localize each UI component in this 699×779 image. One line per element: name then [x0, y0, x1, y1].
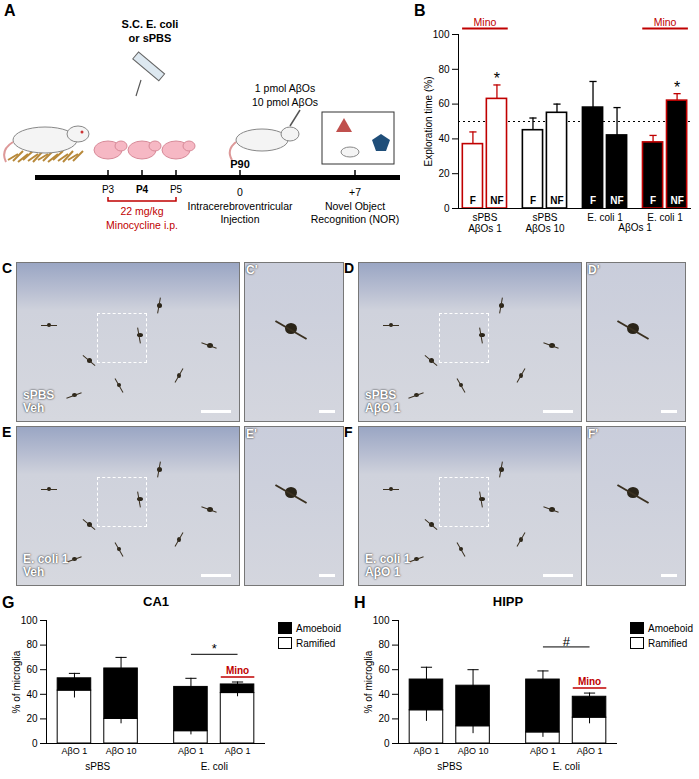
svg-text:E. coli: E. coli [553, 761, 580, 772]
svg-text:*: * [494, 70, 500, 87]
svg-text:F: F [470, 195, 476, 206]
html-text:D': D' [588, 263, 600, 277]
svg-text:NF: NF [550, 195, 563, 206]
svg-text:E. coli 1: E. coli 1 [647, 212, 683, 223]
svg-text:1 pmol AβOs: 1 pmol AβOs [255, 82, 315, 94]
html-text:E: E [2, 424, 12, 440]
svg-text:+7: +7 [349, 186, 361, 198]
svg-text:or sPBS: or sPBS [129, 32, 172, 44]
svg-text:Minocycline i.p.: Minocycline i.p. [106, 219, 178, 231]
svg-text:AβOs 1: AβOs 1 [618, 222, 652, 233]
svg-text:NF: NF [670, 195, 683, 206]
svg-text:S.C. E. coli: S.C. E. coli [122, 18, 179, 30]
svg-text:60: 60 [26, 664, 38, 675]
html-text:F: F [344, 424, 353, 440]
svg-text:Recognition (NOR): Recognition (NOR) [311, 213, 400, 225]
svg-text:CA1: CA1 [143, 594, 169, 609]
html-text:Amoeboid: Amoeboid [296, 622, 341, 634]
html-text:AβO 1: AβO 1 [365, 401, 401, 415]
svg-text:Novel Object: Novel Object [325, 200, 385, 212]
svg-text:E. coli 1: E. coli 1 [587, 212, 623, 223]
svg-text:Injection: Injection [220, 213, 259, 225]
svg-text:60: 60 [378, 664, 390, 675]
html-text:H: H [354, 594, 366, 611]
svg-text:HIPP: HIPP [493, 594, 524, 609]
html-text:B: B [414, 2, 426, 19]
svg-text:sPBSAβOs 1: sPBSAβOs 1 [468, 212, 502, 235]
svg-text:80: 80 [438, 64, 450, 75]
svg-text:40: 40 [438, 133, 450, 144]
svg-text:Mino: Mino [654, 16, 677, 28]
svg-text:40: 40 [378, 689, 390, 700]
svg-text:AβO 1: AβO 1 [414, 746, 440, 756]
html-text:C': C' [246, 263, 258, 277]
svg-text:E. coli: E. coli [201, 761, 228, 772]
svg-text:AβO 1: AβO 1 [225, 746, 251, 756]
html-text:Veh: Veh [23, 401, 45, 415]
html-text:E': E' [246, 427, 257, 441]
svg-text:P3: P3 [102, 184, 115, 195]
svg-text:Mino: Mino [578, 676, 601, 687]
svg-text:10 pmol AβOs: 10 pmol AβOs [252, 96, 318, 108]
svg-text:Intracerebroventricular: Intracerebroventricular [187, 200, 293, 212]
svg-text:P5: P5 [170, 184, 183, 195]
svg-text:Exploration time (%): Exploration time (%) [423, 76, 434, 166]
svg-text:Mino: Mino [226, 665, 249, 676]
html-text:E. coli 1: E. coli 1 [23, 552, 69, 566]
svg-text:AβO 1: AβO 1 [178, 746, 204, 756]
html-text:D: D [344, 260, 355, 276]
svg-text:20: 20 [26, 713, 38, 724]
svg-text:100: 100 [373, 615, 390, 626]
svg-text:40: 40 [26, 689, 38, 700]
svg-text:A: A [4, 2, 16, 19]
html-text:G: G [2, 594, 15, 611]
svg-text:AβO 10: AβO 10 [458, 746, 489, 756]
html-text:E. coli 1: E. coli 1 [365, 552, 411, 566]
svg-text:NF: NF [610, 195, 623, 206]
svg-text:F: F [590, 195, 596, 206]
svg-text:0: 0 [384, 738, 390, 749]
svg-text:60: 60 [438, 98, 450, 109]
svg-text:*: * [212, 641, 217, 656]
svg-text:100: 100 [21, 615, 38, 626]
svg-text:*: * [674, 79, 680, 96]
svg-text:0: 0 [444, 203, 450, 214]
svg-text:0: 0 [237, 186, 243, 198]
svg-text:% of microglia: % of microglia [363, 650, 374, 713]
svg-text:P90: P90 [230, 158, 250, 170]
html-text:sPBS: sPBS [365, 388, 397, 402]
html-text:Veh: Veh [23, 565, 45, 579]
svg-text:sPBS: sPBS [85, 761, 110, 772]
svg-text:20: 20 [378, 713, 390, 724]
html-text:C: C [2, 260, 13, 276]
svg-text:% of microglia: % of microglia [11, 650, 22, 713]
svg-text:AβO 1: AβO 1 [577, 746, 603, 756]
svg-text:AβO 1: AβO 1 [62, 746, 88, 756]
html-text:AβO 1: AβO 1 [365, 565, 401, 579]
svg-text:F: F [650, 195, 656, 206]
svg-text:Mino: Mino [474, 16, 497, 28]
svg-text:P4: P4 [136, 184, 149, 195]
html-text:Amoeboid: Amoeboid [648, 622, 693, 634]
svg-text:22 mg/kg: 22 mg/kg [120, 205, 163, 217]
svg-text:100: 100 [433, 29, 450, 40]
svg-text:0: 0 [32, 738, 38, 749]
html-text:Ramified: Ramified [648, 637, 688, 649]
svg-text:sPBSAβOs 10: sPBSAβOs 10 [525, 212, 565, 235]
html-text:F': F' [588, 427, 599, 441]
html-text:Ramified: Ramified [296, 637, 336, 649]
svg-text:F: F [530, 195, 536, 206]
svg-text:20: 20 [438, 168, 450, 179]
svg-text:80: 80 [26, 639, 38, 650]
svg-text:AβO 1: AβO 1 [530, 746, 556, 756]
svg-text:AβO 10: AβO 10 [106, 746, 137, 756]
html-text:sPBS: sPBS [23, 388, 55, 402]
svg-text:NF: NF [490, 195, 503, 206]
svg-text:#: # [563, 634, 571, 649]
svg-text:80: 80 [378, 639, 390, 650]
svg-text:sPBS: sPBS [437, 761, 462, 772]
